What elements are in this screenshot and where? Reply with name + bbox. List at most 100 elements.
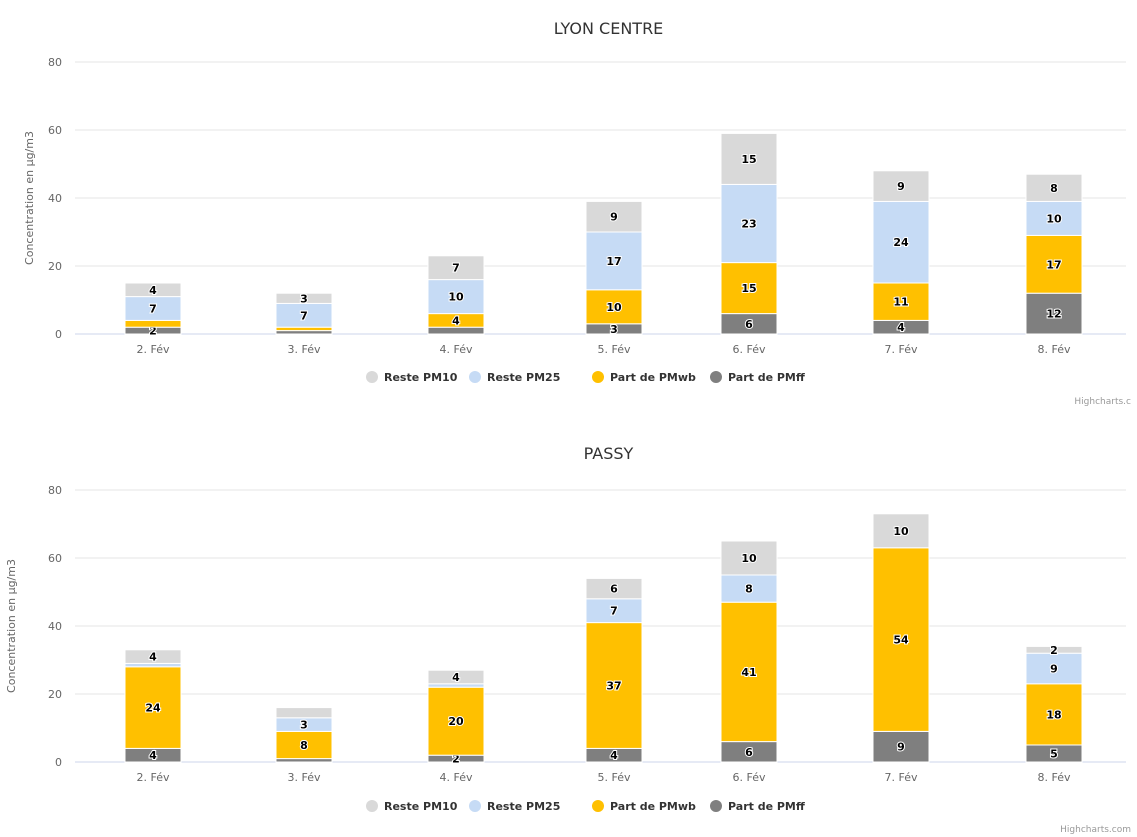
data-label: 10 [606,301,622,314]
legend-label: Reste PM25 [487,371,560,384]
bar-segment[interactable] [1025,173,1083,202]
data-label: 24 [893,236,909,249]
x-tick-label: 8. Fév [1038,343,1071,356]
y-tick-label: 80 [48,56,62,69]
credits-link[interactable]: Highcharts.com [1060,825,1131,835]
bar-segment[interactable] [275,292,333,304]
chart-title: PASSY [584,444,634,463]
bar-segment[interactable] [275,758,333,763]
bar-segment[interactable] [427,255,485,281]
data-label: 11 [893,296,908,309]
bar-segment[interactable] [427,683,485,688]
data-label: 8 [745,583,753,596]
bar-segment[interactable] [275,326,333,332]
bar-segment[interactable] [1025,234,1083,294]
y-tick-label: 0 [55,328,62,341]
x-tick-label: 5. Fév [598,343,631,356]
bar-segment[interactable] [872,730,930,763]
data-label: 7 [149,303,157,316]
bar-segment[interactable] [1025,292,1083,335]
chart-lyon-centre: LYON CENTRE 0 20 40 60 80 Concentration en µg/… [23,19,1131,407]
legend-item[interactable]: Part de PMff [710,800,805,813]
y-tick-label: 60 [48,552,62,565]
data-label: 15 [741,282,756,295]
data-label: 7 [300,309,308,322]
bar-segment[interactable] [585,231,643,291]
x-tick-label: 6. Fév [733,771,766,784]
legend-item[interactable]: Part de PMwb [592,800,696,813]
data-label: 7 [610,605,618,618]
bar-segment[interactable] [720,183,778,264]
bar-segment[interactable] [427,326,485,335]
data-label: 24 [145,702,161,715]
legend-item[interactable]: Reste PM10 [366,800,458,813]
legend-label: Part de PMff [728,800,805,813]
bar-segment[interactable] [720,262,778,315]
data-label: 12 [1046,308,1061,321]
y-tick-label: 40 [48,192,62,205]
bar-segment[interactable] [872,282,930,321]
x-tick-label: 4. Fév [440,771,473,784]
data-label: 9 [897,180,905,193]
credits-link[interactable]: Highcharts.c [1074,397,1131,407]
legend-label: Part de PMwb [610,371,696,384]
x-tick-label: 3. Fév [288,771,321,784]
bar-segment[interactable] [872,170,930,202]
bar-segment[interactable] [585,577,643,600]
data-label: 4 [149,749,157,762]
bar-segment[interactable] [720,601,778,743]
bar-segment[interactable] [872,513,930,549]
bar-segment[interactable] [427,669,485,685]
data-label: 2 [1050,644,1058,657]
bar-segment[interactable] [124,649,182,664]
y-tick-label: 20 [48,260,62,273]
y-axis-title: Concentration en µg/m3 [5,559,18,693]
bar-segment[interactable] [1025,652,1083,685]
x-tick-label: 3. Fév [288,343,321,356]
data-label: 4 [149,651,157,664]
legend-item[interactable]: Part de PMwb [592,371,696,384]
data-label: 9 [610,211,618,224]
data-label: 4 [149,284,157,297]
bar-segment[interactable] [275,330,333,335]
bar-segment[interactable] [872,547,930,732]
y-tick-label: 0 [55,756,62,769]
data-label: 54 [893,634,909,647]
bar-segment[interactable] [124,666,182,749]
data-label: 10 [1046,212,1062,225]
legend-item[interactable]: Reste PM25 [469,371,560,384]
legend-label: Reste PM25 [487,800,560,813]
bar-segment[interactable] [275,707,333,719]
legend-marker [710,371,722,383]
x-tick-label: 6. Fév [733,343,766,356]
data-label: 5 [1050,748,1058,761]
bar-segment[interactable] [427,686,485,756]
legend-label: Reste PM10 [384,371,458,384]
legend-marker [469,371,481,383]
data-label: 2 [452,753,460,766]
data-label: 4 [452,671,460,684]
bar-segment[interactable] [585,200,643,233]
bar-segment[interactable] [720,574,778,603]
data-label: 3 [300,292,308,305]
bar-segment[interactable] [720,132,778,185]
data-label: 17 [606,255,621,268]
x-tick-label: 8. Fév [1038,771,1071,784]
bar-segment[interactable] [720,540,778,576]
data-label: 4 [610,749,618,762]
bar-segment[interactable] [124,282,182,298]
y-tick-label: 80 [48,484,62,497]
bar-segment[interactable] [1025,683,1083,746]
bar-segment[interactable] [1025,645,1083,654]
bar-segment[interactable] [124,319,182,328]
legend-item[interactable]: Part de PMff [710,371,805,384]
legend-item[interactable]: Reste PM25 [469,800,560,813]
data-label: 18 [1046,708,1061,721]
data-label: 17 [1046,258,1061,271]
bar-segment[interactable] [585,289,643,325]
bar-segment[interactable] [124,662,182,668]
data-label: 9 [1050,663,1058,676]
bar-segment[interactable] [275,730,333,760]
legend-item[interactable]: Reste PM10 [366,371,458,384]
